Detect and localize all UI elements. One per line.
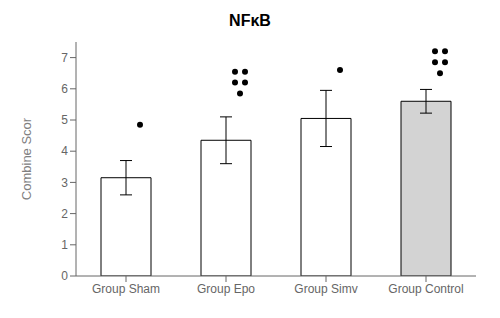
svg-text:0: 0 bbox=[61, 269, 68, 283]
svg-text:4: 4 bbox=[61, 144, 68, 158]
svg-text:Group Simv: Group Simv bbox=[294, 282, 357, 296]
svg-text:Combine Scor: Combine Scor bbox=[19, 117, 34, 200]
html-text:NFκB: NFκB bbox=[229, 12, 271, 29]
svg-text:Group Epo: Group Epo bbox=[197, 282, 255, 296]
svg-text:1: 1 bbox=[61, 238, 68, 252]
svg-text:3: 3 bbox=[61, 176, 68, 190]
svg-text:Group Control: Group Control bbox=[388, 282, 463, 296]
svg-text:5: 5 bbox=[61, 113, 68, 127]
svg-text:Group Sham: Group Sham bbox=[92, 282, 160, 296]
svg-text:6: 6 bbox=[61, 82, 68, 96]
svg-text:2: 2 bbox=[61, 207, 68, 221]
svg-text:7: 7 bbox=[61, 51, 68, 65]
